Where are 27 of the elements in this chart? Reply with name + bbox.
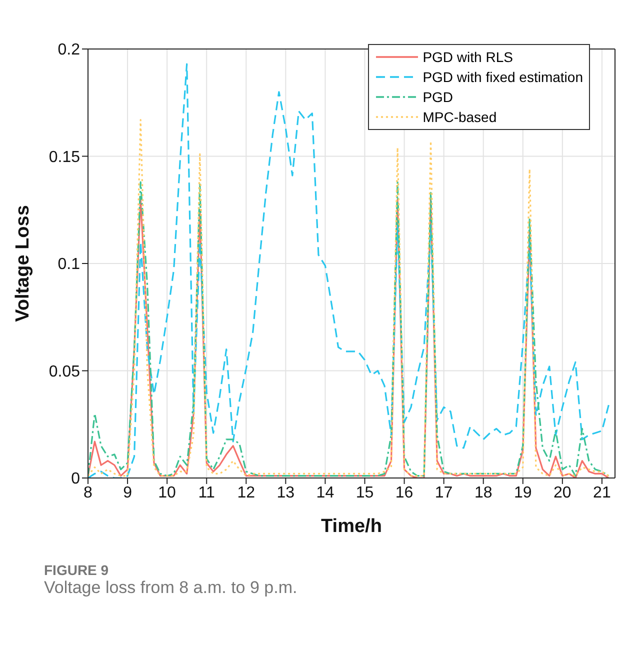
y-tick-label: 0.05	[48, 363, 80, 380]
x-tick-label: 15	[356, 484, 374, 502]
y-tick-label: 0.1	[58, 256, 80, 274]
x-axis-title: Time/h	[321, 516, 382, 537]
x-tick-label: 21	[593, 484, 611, 502]
x-tick-label: 20	[554, 484, 572, 502]
legend-label: PGD with fixed estimation	[422, 68, 583, 87]
legend-label: MPC-based	[422, 108, 497, 127]
legend-label: PGD	[422, 88, 454, 107]
x-tick-label: 18	[474, 484, 492, 502]
x-tick-label: 16	[395, 484, 414, 502]
x-tick-label: 9	[123, 484, 132, 502]
x-tick-label: 12	[237, 484, 256, 502]
y-axis-title: Voltage Loss	[12, 205, 34, 322]
caption: FIGURE 9	[44, 562, 110, 578]
legend-label: PGD with RLS	[422, 48, 513, 67]
x-tick-label: 14	[316, 484, 334, 502]
x-tick-label: 10	[158, 484, 176, 502]
y-tick-label: 0	[71, 470, 80, 488]
x-tick-label: 8	[84, 484, 93, 502]
x-tick-label: 17	[434, 484, 453, 502]
y-tick-label: 0.2	[58, 42, 80, 59]
y-tick-label: 0.15	[48, 148, 80, 166]
x-tick-label: 11	[198, 484, 216, 502]
text: Voltage loss from 8 a.m. to 9 p.m.	[44, 578, 298, 598]
x-tick-label: 19	[514, 484, 532, 502]
x-tick-label: 13	[276, 484, 295, 502]
